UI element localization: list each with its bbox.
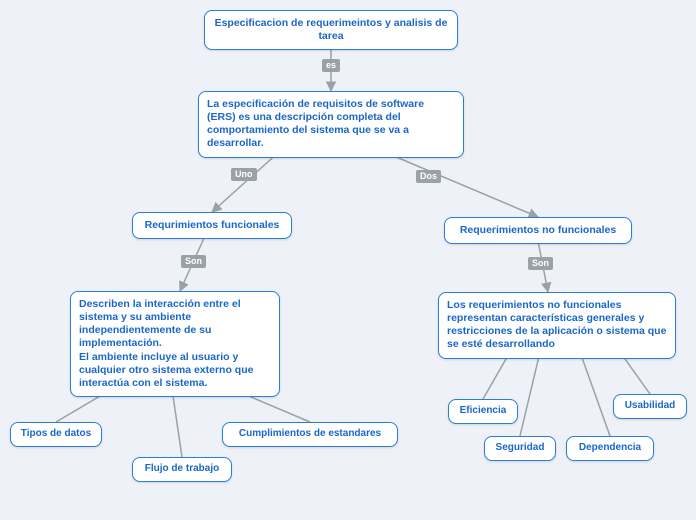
node-flujo[interactable]: Flujo de trabajo <box>132 457 232 482</box>
node-tipos[interactable]: Tipos de datos <box>10 422 102 447</box>
node-usab[interactable]: Usabilidad <box>613 394 687 419</box>
node-nofuncdesc[interactable]: Los requerimientos no funcionales repres… <box>438 292 676 359</box>
node-root[interactable]: Especificacion de requerimeintos y anali… <box>204 10 458 50</box>
edge-label-son2: Son <box>528 257 553 270</box>
node-desc[interactable]: La especificación de requisitos de softw… <box>198 91 464 158</box>
edge-label-son1: Son <box>181 255 206 268</box>
edge-label-es: es <box>322 59 340 72</box>
node-cumpl[interactable]: Cumplimientos de estandares <box>222 422 398 447</box>
node-nofuncionales[interactable]: Requerimientos no funcionales <box>444 217 632 244</box>
node-funcionales[interactable]: Requrimientos funcionales <box>132 212 292 239</box>
edge-label-dos: Dos <box>416 170 441 183</box>
node-efic[interactable]: Eficiencia <box>448 399 518 424</box>
node-depen[interactable]: Dependencia <box>566 436 654 461</box>
node-funcdesc[interactable]: Describen la interacción entre el sistem… <box>70 291 280 397</box>
node-segur[interactable]: Seguridad <box>484 436 556 461</box>
edge-label-uno: Uno <box>231 168 257 181</box>
